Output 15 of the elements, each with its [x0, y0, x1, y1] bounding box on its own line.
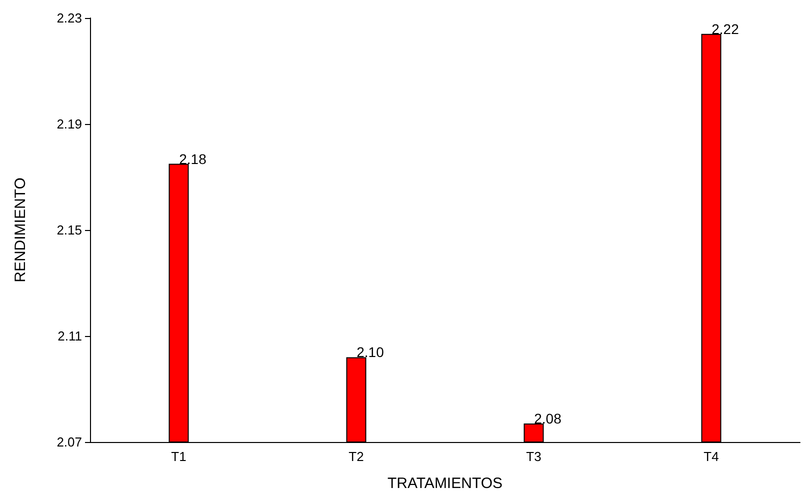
y-tick-label: 2.11: [58, 328, 82, 344]
y-tick-label: 2.07: [56, 434, 82, 450]
x-axis-title: TRATAMIENTOS: [387, 475, 503, 492]
x-tick-label: T1: [171, 449, 186, 464]
y-tick-label: 2.23: [56, 10, 82, 26]
y-tick-label: 2.15: [56, 222, 82, 238]
y-axis-title: RENDIMIENTO: [12, 178, 29, 282]
x-tick-label: T4: [704, 449, 719, 464]
data-label: 2.10: [356, 344, 384, 360]
x-tick-label: T3: [526, 449, 542, 464]
data-label: 2.18: [179, 150, 207, 167]
data-label: 2.08: [534, 410, 562, 426]
data-label: 2.22: [712, 20, 740, 37]
y-tick-label: 2.19: [56, 116, 82, 132]
x-tick-label: T2: [348, 449, 364, 464]
